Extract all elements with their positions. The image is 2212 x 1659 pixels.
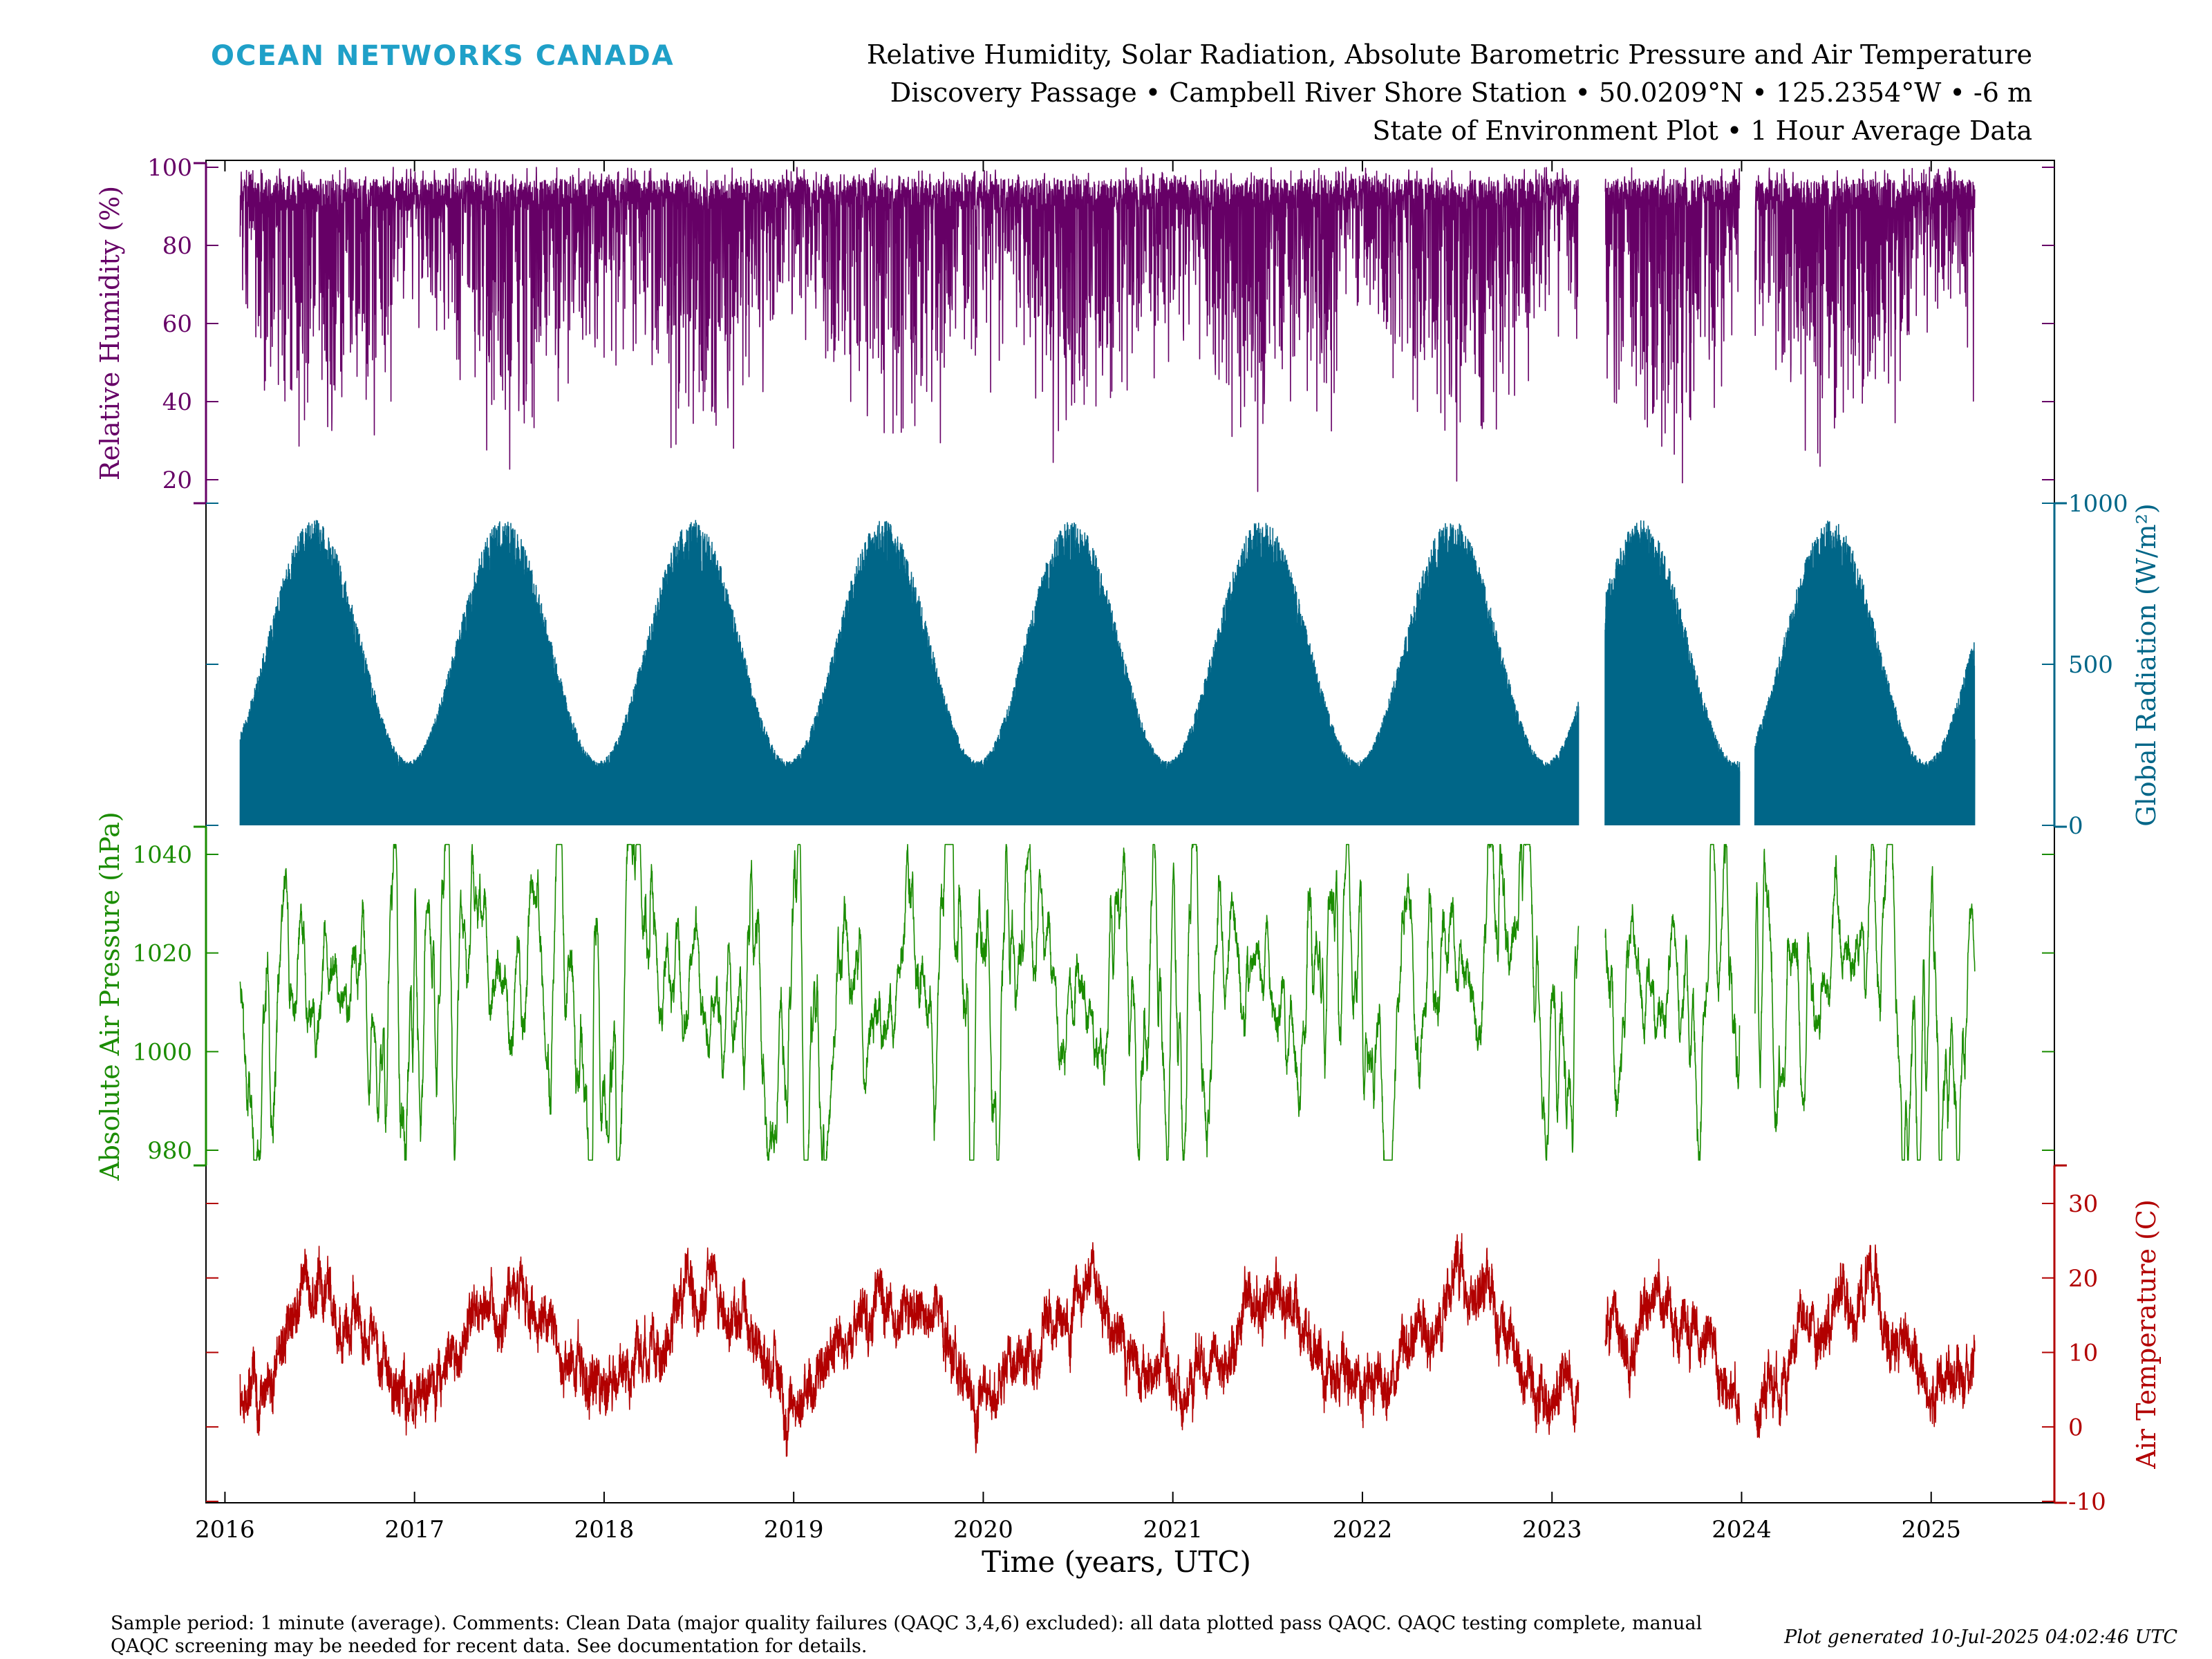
x-tick-label: 2019 [764, 1516, 824, 1544]
temperature-y-tick-label: 30 [2068, 1190, 2098, 1218]
x-tick-label: 2022 [1333, 1516, 1393, 1544]
x-tick-label: 2016 [195, 1516, 255, 1544]
x-tick-label: 2025 [1901, 1516, 1961, 1544]
chart-title-line2: Discovery Passage • Campbell River Shore… [890, 77, 2032, 108]
radiation-panel [239, 520, 1976, 826]
radiation-series-line [239, 520, 1976, 826]
humidity-y-tick-label: 60 [162, 310, 192, 338]
radiation-y-tick-label: 1000 [2068, 490, 2128, 518]
plot-generated-stamp: Plot generated 10-Jul-2025 04:02:46 UTC [1783, 1627, 2177, 1648]
pressure-y-tick-label: 1040 [132, 841, 192, 869]
humidity-panel [239, 167, 1976, 492]
pressure-y-axis-title: Absolute Air Pressure (hPa) [95, 812, 125, 1181]
brand-logo-text: OCEAN NETWORKS CANADA [211, 40, 675, 72]
radiation-y-tick-label: 500 [2068, 651, 2113, 679]
pressure-y-tick-label: 1000 [132, 1038, 192, 1066]
temperature-panel [239, 1232, 1976, 1457]
x-tick-label: 2024 [1712, 1516, 1772, 1544]
x-axis-label: Time (years, UTC) [982, 1545, 1251, 1579]
chart-title-line3: State of Environment Plot • 1 Hour Avera… [1372, 115, 2032, 146]
radiation-y-tick-label: 0 [2068, 812, 2083, 840]
x-tick-label: 2023 [1522, 1516, 1582, 1544]
x-tick-label: 2021 [1143, 1516, 1203, 1544]
humidity-y-axis-title: Relative Humidity (%) [95, 186, 125, 480]
footer-note-line2: QAQC screening may be needed for recent … [111, 1635, 867, 1657]
temperature-y-tick-label: -10 [2068, 1488, 2106, 1516]
pressure-y-tick-label: 1020 [132, 940, 192, 968]
pressure-y-tick-label: 980 [147, 1137, 192, 1165]
pressure-panel [239, 843, 1976, 1161]
humidity-y-tick-label: 80 [162, 232, 192, 260]
temperature-series-line [239, 1232, 1976, 1457]
humidity-series-line [239, 167, 1976, 492]
humidity-y-tick-label: 20 [162, 467, 192, 494]
plot-area: 2016 2017 2018 2019 2020 2021 2022 2023 2024 2025… [95, 154, 2162, 1544]
x-axis: 2016 2017 2018 2019 2020 2021 2022 2023 2024 2025 [195, 160, 1961, 1544]
pressure-series-line [239, 843, 1976, 1161]
footer-note-line1: Sample period: 1 minute (average). Comme… [111, 1613, 1702, 1634]
humidity-y-tick-label: 40 [162, 388, 192, 416]
temperature-y-axis-title: Air Temperature (C) [2131, 1199, 2162, 1470]
temperature-y-tick-label: 0 [2068, 1414, 2083, 1441]
humidity-y-tick-label: 100 [147, 154, 192, 182]
x-tick-label: 2020 [953, 1516, 1013, 1544]
radiation-y-axis-title: Global Radiation (W/m²) [2131, 503, 2162, 827]
x-tick-label: 2018 [574, 1516, 635, 1544]
temperature-y-tick-label: 20 [2068, 1265, 2098, 1293]
x-tick-label: 2017 [384, 1516, 444, 1544]
temperature-y-tick-label: 10 [2068, 1340, 2098, 1367]
chart-title-line1: Relative Humidity, Solar Radiation, Abso… [867, 39, 2032, 70]
